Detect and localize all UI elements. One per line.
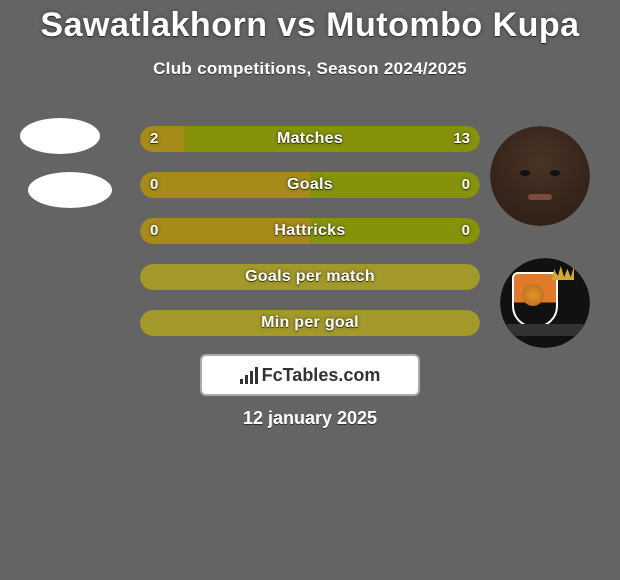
snapshot-date: 12 january 2025	[0, 408, 620, 429]
bar-label: Goals per match	[140, 264, 480, 290]
club-right-crest	[500, 258, 590, 348]
bar-label: Hattricks	[140, 218, 480, 244]
player-right-avatar	[490, 126, 590, 226]
bar-label: Matches	[140, 126, 480, 152]
club-left-crest	[28, 172, 112, 208]
bar-chart-icon	[240, 366, 258, 384]
bar-label: Goals	[140, 172, 480, 198]
crest-icon	[500, 258, 590, 348]
face-icon	[490, 126, 590, 226]
stat-bar-list: 213Matches 00Goals 00Hattricks Goals per ma…	[140, 126, 480, 356]
watermark-pill: FcTables.com	[200, 354, 420, 396]
stat-bar: 00Hattricks	[140, 218, 480, 244]
page-subtitle: Club competitions, Season 2024/2025	[0, 45, 620, 79]
stat-bar: Goals per match	[140, 264, 480, 290]
watermark-text: FcTables.com	[262, 365, 381, 386]
player-left-avatar	[20, 118, 100, 154]
stat-bar: Min per goal	[140, 310, 480, 336]
stat-bar: 213Matches	[140, 126, 480, 152]
stat-bar: 00Goals	[140, 172, 480, 198]
comparison-infographic: Sawatlakhorn vs Mutombo Kupa Club compet…	[0, 0, 620, 580]
page-title: Sawatlakhorn vs Mutombo Kupa	[0, 0, 620, 45]
bar-label: Min per goal	[140, 310, 480, 336]
